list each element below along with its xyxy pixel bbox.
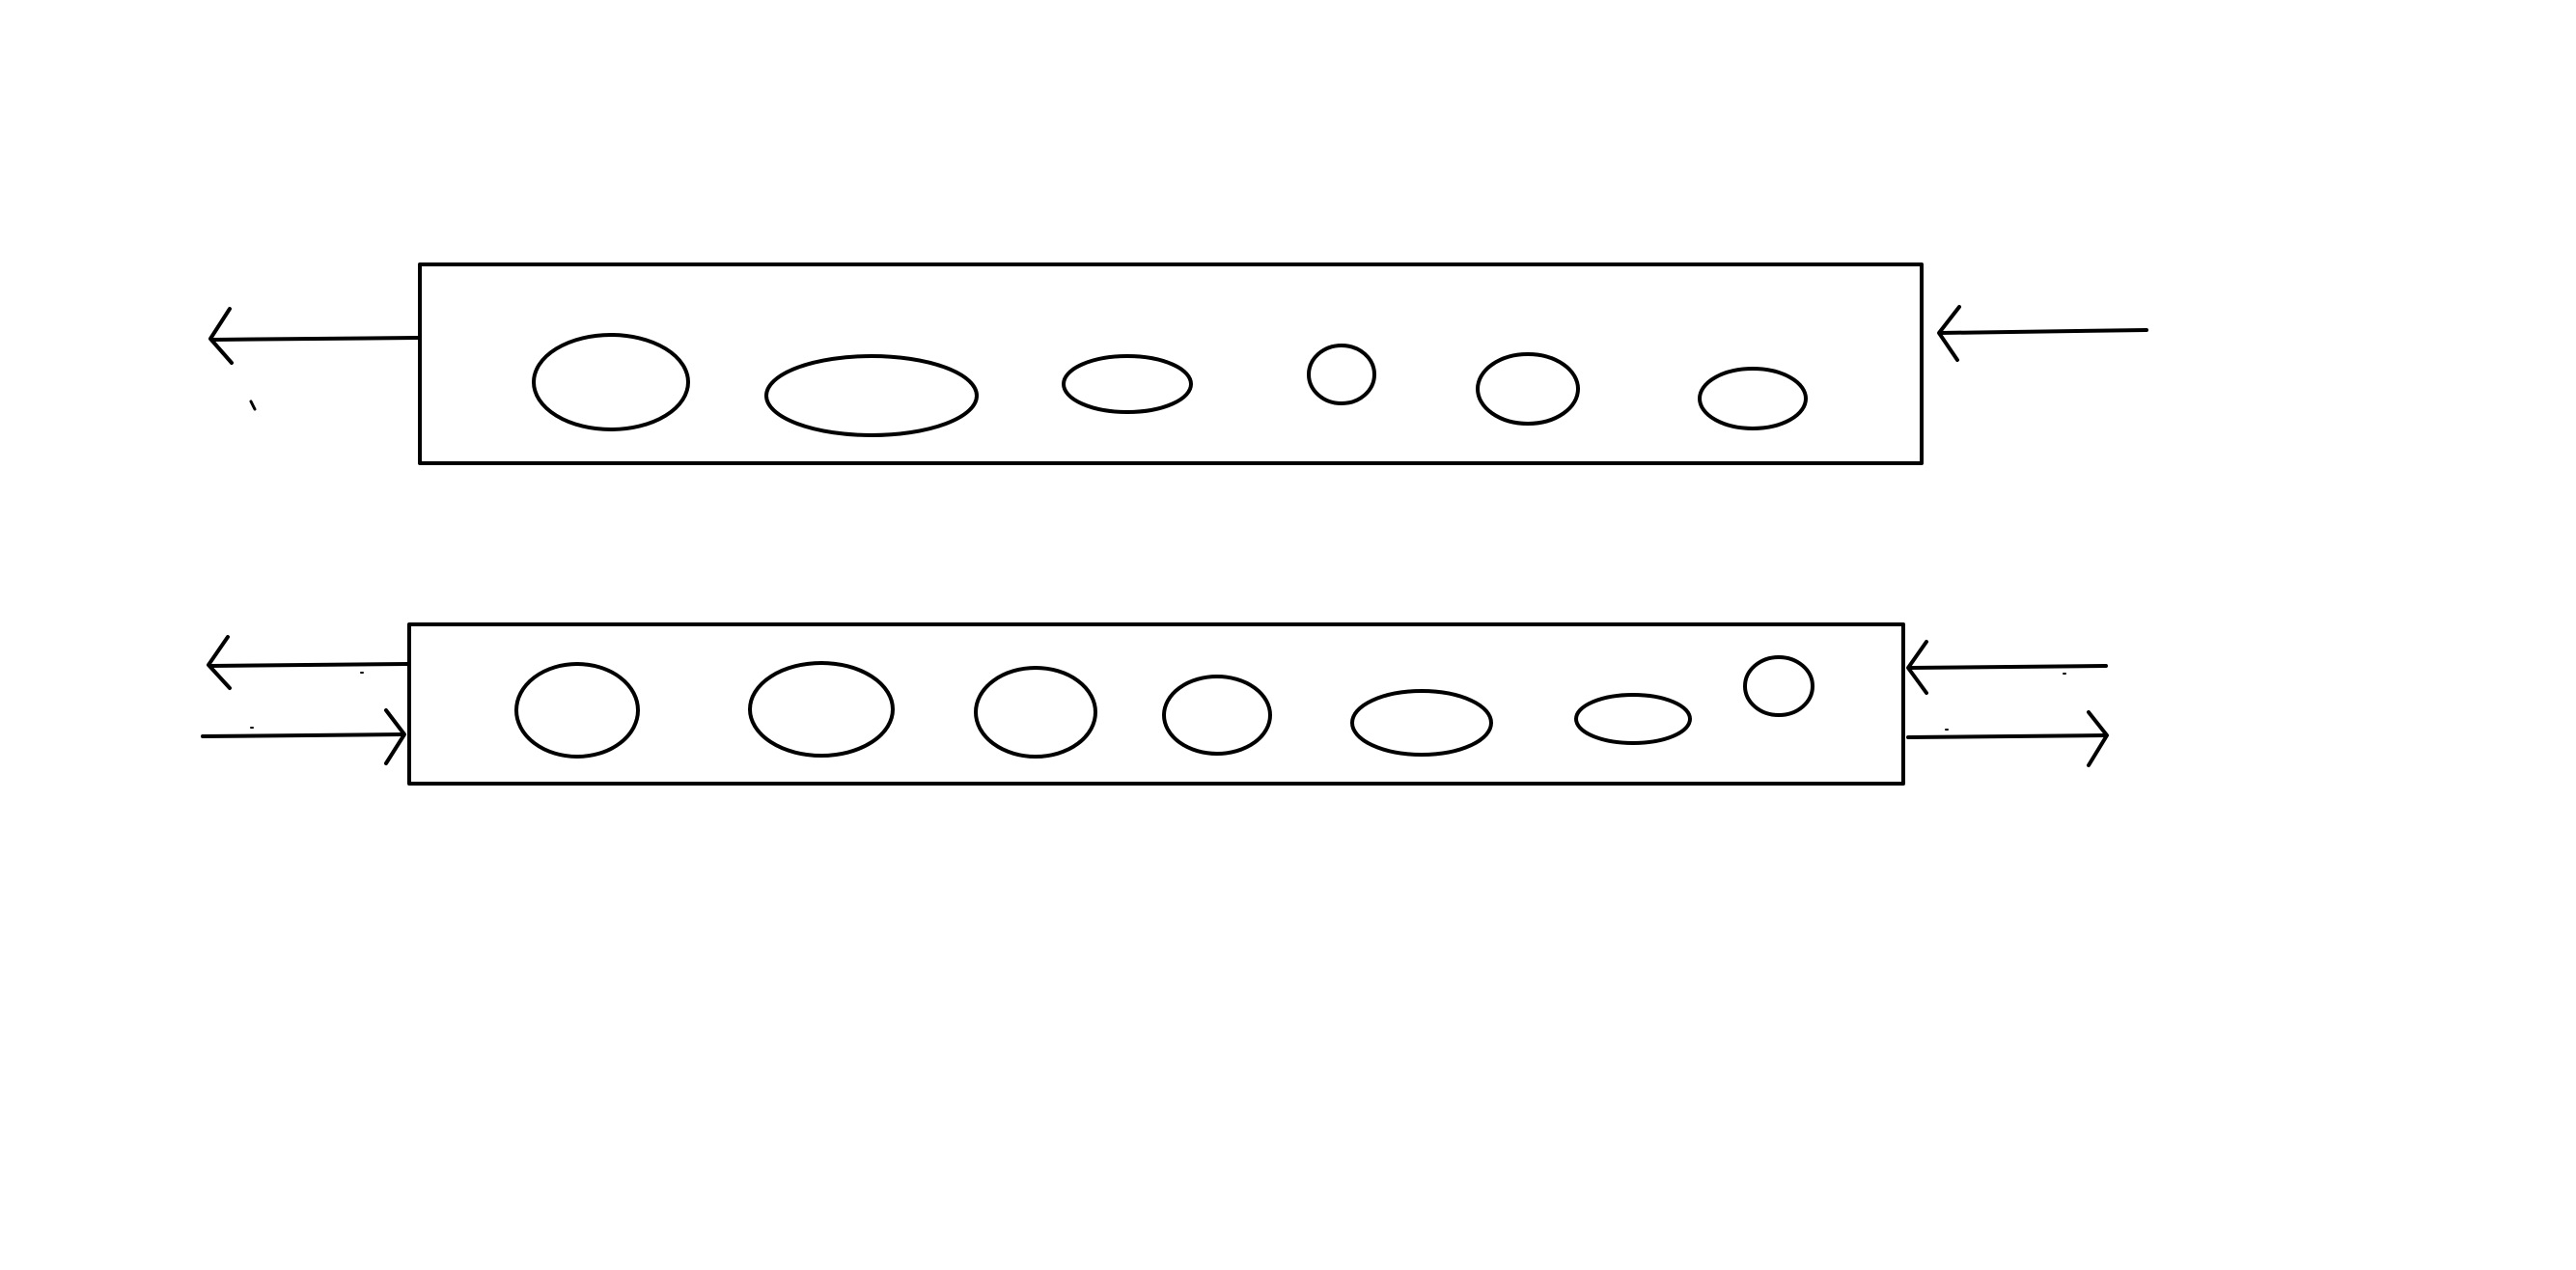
top-bubble-2 [764, 354, 979, 437]
top-panel-box [418, 262, 1924, 465]
top-bubble-3 [1062, 354, 1193, 414]
bottom-bubble-6 [1574, 693, 1692, 745]
bottom-right-inflow-arrow [1906, 640, 2108, 695]
bottom-bubble-4 [1162, 675, 1272, 756]
bottom-bubble-1 [514, 662, 640, 759]
bottom-bubble-7 [1743, 655, 1814, 717]
bottom-right-outflow-arrow [1906, 710, 2109, 767]
top-bubble-6 [1698, 367, 1808, 430]
bottom-bubble-3 [974, 666, 1097, 759]
bottom-panel [201, 622, 2109, 786]
bottom-left-inflow-arrow [201, 708, 406, 765]
stray-dots [250, 672, 2066, 731]
top-left-tick-mark [249, 400, 257, 411]
top-bubble-4 [1307, 344, 1376, 405]
top-left-outflow-arrow [208, 307, 420, 365]
top-panel [208, 262, 2148, 465]
bottom-bubble-5 [1350, 689, 1493, 757]
top-bubble-1 [532, 333, 690, 431]
bottom-bubble-2 [748, 661, 895, 758]
top-bubble-5 [1476, 352, 1580, 426]
bottom-left-outflow-arrow [207, 635, 410, 690]
bottom-panel-box [407, 622, 1905, 786]
top-right-inflow-arrow [1937, 305, 2148, 362]
